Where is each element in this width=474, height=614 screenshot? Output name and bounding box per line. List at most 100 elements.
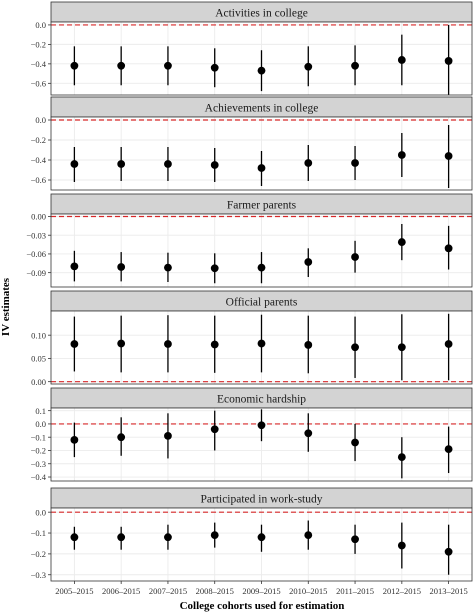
estimate-point	[210, 264, 219, 273]
estimate-point	[210, 63, 219, 72]
y-tick-label: −0.1	[31, 528, 46, 538]
facet-title: Economic hardship	[217, 394, 306, 406]
facet-title: Participated in work-study	[200, 494, 322, 506]
estimate-point	[257, 533, 266, 542]
panel-2: Farmer parents 0.00 −0.03 −0.06 −0.09	[26, 193, 473, 288]
estimate-point	[70, 61, 79, 70]
estimate-point	[164, 340, 172, 348]
y-tick-label: −0.4	[31, 59, 47, 69]
estimate-point	[444, 152, 453, 160]
estimate-point	[351, 535, 359, 544]
estimate-point	[164, 160, 172, 168]
estimate-point	[117, 61, 126, 70]
x-tick-label: 2007–2015	[149, 586, 187, 596]
estimate-point	[117, 433, 126, 442]
estimate-point	[351, 343, 359, 352]
facet-title: Farmer parents	[227, 200, 297, 212]
estimate-point	[351, 61, 359, 70]
x-axis: 2005–2015 2006–2015 2007–2015 2008–2015 2009…	[55, 581, 468, 596]
y-tick-label: 0.0	[35, 419, 46, 429]
estimate-point	[257, 421, 266, 430]
estimate-point	[351, 253, 359, 261]
panel-border	[50, 213, 473, 288]
y-tick-label: −0.3	[31, 459, 46, 469]
estimate-point	[210, 340, 219, 349]
estimate-point	[257, 339, 266, 348]
y-tick-label: 0.0	[35, 115, 46, 125]
facet-title: Achievements in college	[205, 103, 319, 115]
estimate-point	[351, 438, 359, 447]
y-tick-label: −0.2	[31, 549, 46, 559]
y-axis-title: IV estimates	[0, 277, 12, 336]
estimate-point	[444, 244, 453, 253]
estimate-point	[70, 160, 79, 168]
x-tick-label: 2013–2015	[429, 586, 467, 596]
estimate-point	[70, 435, 79, 444]
estimate-point	[70, 262, 79, 271]
facet-title: Activities in college	[215, 8, 308, 20]
x-tick-label: 2012–2015	[383, 586, 421, 596]
estimate-point	[117, 533, 126, 542]
x-tick-label: 2006–2015	[102, 586, 140, 596]
panel-5: Participated in work-study 0.0 −0.1 −0.2 −0.…	[31, 487, 473, 582]
panel-4: Economic hardship 0.1 0.0 −0.1 −0.2 −0.3 −0.4	[31, 387, 473, 482]
facet-title: Official parents	[226, 297, 298, 309]
panel-1: Achievements in college 0.0 −0.2 −0.4 −0.6	[31, 96, 473, 191]
x-tick-label: 2010–2015	[289, 586, 327, 596]
y-tick-label: 0.05	[31, 354, 46, 364]
estimate-point	[70, 340, 79, 348]
y-tick-label: −0.6	[31, 79, 46, 89]
estimate-point	[164, 431, 172, 440]
estimate-point	[117, 339, 126, 348]
estimate-point	[304, 531, 313, 540]
estimate-point	[117, 160, 126, 168]
estimate-point	[444, 340, 453, 348]
x-tick-label: 2005–2015	[55, 586, 93, 596]
estimate-point	[164, 263, 172, 272]
y-tick-label: −0.2	[31, 446, 46, 456]
estimate-point	[304, 341, 313, 349]
y-tick-label: 0.0	[35, 20, 46, 30]
y-tick-label: −0.6	[31, 175, 46, 185]
x-tick-label: 2008–2015	[196, 586, 234, 596]
estimate-point	[164, 61, 172, 70]
x-tick-label: 2009–2015	[242, 586, 280, 596]
y-tick-label: 0.00	[31, 377, 46, 387]
estimate-point	[210, 425, 219, 434]
estimate-point	[351, 159, 359, 167]
x-tick-label: 2011–2015	[336, 586, 374, 596]
estimate-point	[257, 263, 266, 272]
y-tick-label: 0.0	[35, 507, 46, 517]
estimate-point	[304, 159, 313, 167]
estimate-point	[397, 56, 406, 64]
y-tick-label: −0.03	[26, 230, 46, 240]
y-tick-label: −0.06	[26, 249, 46, 259]
estimate-point	[397, 541, 406, 550]
panel-border	[50, 310, 473, 385]
estimate-point	[164, 533, 172, 542]
estimate-point	[304, 258, 313, 266]
y-tick-label: −0.3	[31, 570, 46, 580]
panel-border	[50, 21, 473, 96]
y-tick-label: −0.2	[31, 40, 46, 50]
y-tick-label: 0.1	[35, 406, 46, 416]
estimate-point	[444, 57, 453, 65]
estimate-point	[304, 62, 313, 71]
panel-border	[50, 116, 473, 191]
y-tick-label: −0.09	[26, 268, 46, 278]
chart-panels: Activities in college 0.0 −0.2 −0.4 −0.6 Achi…	[26, 1, 473, 582]
estimate-point	[210, 531, 219, 540]
panel-border	[50, 407, 473, 482]
estimate-point	[397, 238, 406, 246]
y-tick-label: −0.4	[31, 472, 47, 482]
panel-0: Activities in college 0.0 −0.2 −0.4 −0.6	[31, 1, 473, 96]
x-axis-title: College cohorts used for estimation	[180, 600, 345, 612]
y-tick-label: 0.00	[31, 212, 46, 222]
y-tick-label: −0.4	[31, 155, 47, 165]
estimate-point	[257, 66, 266, 75]
estimate-point	[304, 429, 313, 438]
estimate-point	[257, 164, 266, 172]
estimate-point	[117, 263, 126, 271]
y-tick-label: 0.10	[31, 330, 46, 340]
